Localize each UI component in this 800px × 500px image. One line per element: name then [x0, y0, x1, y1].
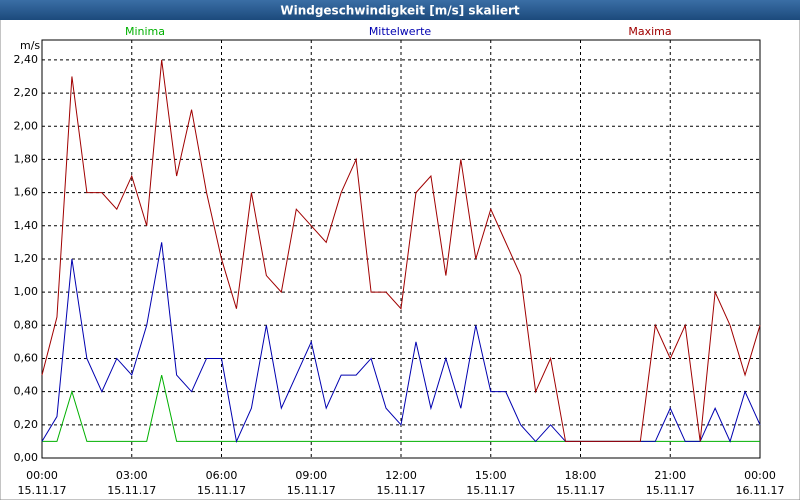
- x-tick-label: 00:00: [744, 469, 776, 482]
- y-tick-label: 2,00: [14, 119, 39, 132]
- y-tick-label: 0,00: [14, 451, 39, 464]
- legend-label: Maxima: [628, 25, 671, 38]
- y-tick-label: 2,20: [14, 86, 39, 99]
- x-tick-date: 15.11.17: [197, 484, 246, 497]
- x-tick-date: 15.11.17: [377, 484, 426, 497]
- chart-title: Windgeschwindigkeit [m/s] skaliert: [280, 4, 520, 18]
- title-bar: [0, 0, 800, 20]
- x-tick-date: 15.11.17: [107, 484, 156, 497]
- y-tick-label: 1,60: [14, 186, 39, 199]
- legend-label: Mittelwerte: [369, 25, 432, 38]
- x-tick-date: 15.11.17: [287, 484, 336, 497]
- x-tick-label: 12:00: [385, 469, 417, 482]
- x-tick-date: 16.11.17: [736, 484, 785, 497]
- x-tick-label: 18:00: [565, 469, 597, 482]
- y-tick-label: 1,20: [14, 252, 39, 265]
- y-tick-label: 1,80: [14, 152, 39, 165]
- y-unit: m/s: [20, 39, 40, 52]
- y-tick-label: 0,20: [14, 418, 39, 431]
- x-tick-label: 03:00: [116, 469, 148, 482]
- y-tick-label: 0,40: [14, 385, 39, 398]
- x-tick-label: 06:00: [206, 469, 238, 482]
- x-tick-label: 09:00: [295, 469, 327, 482]
- y-tick-label: 2,40: [14, 53, 39, 66]
- x-tick-date: 15.11.17: [646, 484, 695, 497]
- x-tick-label: 15:00: [475, 469, 507, 482]
- y-tick-label: 1,40: [14, 219, 39, 232]
- y-tick-label: 1,00: [14, 285, 39, 298]
- series-line: [41, 59, 761, 442]
- x-tick-date: 15.11.17: [466, 484, 515, 497]
- x-tick-date: 15.11.17: [556, 484, 605, 497]
- y-tick-label: 0,80: [14, 318, 39, 331]
- legend-label: Minima: [125, 25, 165, 38]
- x-tick-date: 15.11.17: [18, 484, 67, 497]
- x-tick-label: 21:00: [654, 469, 686, 482]
- x-tick-label: 00:00: [26, 469, 58, 482]
- y-tick-label: 0,60: [14, 351, 39, 364]
